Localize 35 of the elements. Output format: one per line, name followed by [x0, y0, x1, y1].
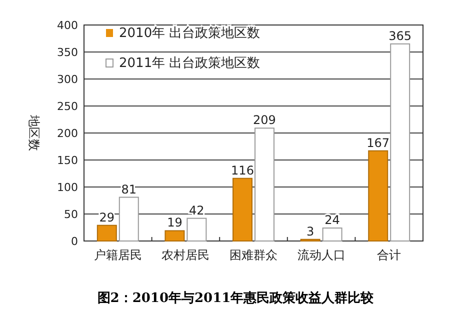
bar: [322, 228, 342, 242]
y-tick-label: 350: [57, 46, 78, 59]
data-label: 167: [366, 136, 390, 150]
data-label: 24: [324, 213, 340, 228]
y-tick-label: 0: [71, 235, 78, 248]
bar: [118, 196, 139, 242]
data-label: 19: [167, 216, 182, 230]
y-tick-label: 400: [57, 19, 78, 32]
y-tick-label: 200: [57, 127, 78, 140]
bar: [390, 43, 410, 242]
x-tick-label: 流动人口: [297, 248, 346, 262]
y-tick-label: 150: [57, 154, 78, 167]
bar: [96, 224, 117, 242]
bar: [232, 178, 252, 242]
x-tick-label: 合计: [377, 248, 402, 262]
data-label: 3: [306, 224, 314, 238]
y-tick-label: 50: [64, 208, 78, 221]
y-tick-label: 300: [57, 73, 78, 86]
y-tick-label: 250: [57, 100, 78, 113]
text: 图2：2010年与2011年惠民政策收益人群比较: [97, 290, 375, 306]
bar: [254, 128, 274, 242]
bar: [186, 218, 207, 242]
x-tick-label: 困难群众: [230, 248, 278, 262]
data-label: 29: [99, 210, 115, 224]
y-axis-title: 地区数: [27, 114, 41, 151]
bar: [368, 150, 388, 242]
legend-label: 2010年 出台政策地区数: [119, 26, 260, 41]
y-tick-label: 100: [57, 181, 78, 194]
data-label: 209: [253, 113, 276, 128]
bar: [164, 230, 185, 242]
legend-label: 2011年 出台政策地区数: [119, 56, 260, 71]
data-label: 116: [231, 163, 254, 178]
x-tick-label: 户籍居民: [94, 248, 142, 262]
x-tick-label: 农村居民: [162, 248, 210, 262]
data-label: 365: [388, 28, 412, 43]
